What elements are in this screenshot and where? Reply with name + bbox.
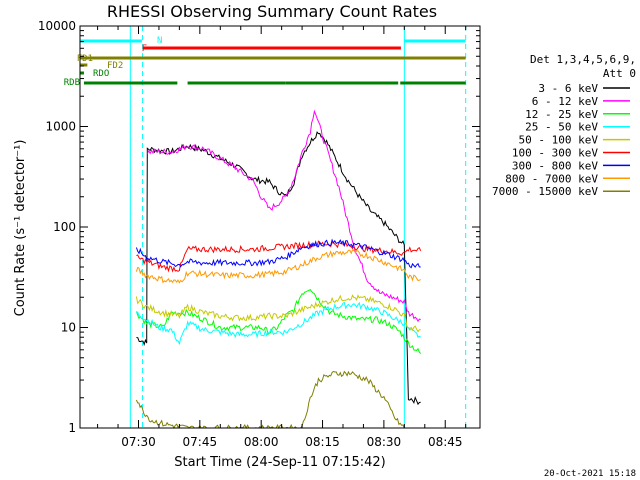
x-tick-label: 08:15 bbox=[305, 435, 340, 449]
legend-label-12-25-kev: 12 - 25 keV bbox=[525, 108, 598, 121]
series-line-12-25-kev bbox=[135, 288, 422, 354]
plot-frame bbox=[79, 25, 481, 429]
legend-label-7000-15000-kev: 7000 - 15000 keV bbox=[492, 185, 598, 198]
generation-timestamp: 20-Oct-2021 15:18 bbox=[544, 469, 636, 479]
series-line-7000-15000-kev bbox=[135, 370, 405, 430]
y-axis-label: Count Rate (s⁻¹ detector⁻¹) bbox=[13, 140, 28, 317]
detector-info-line-1: Det 1,3,4,5,6,9, bbox=[530, 53, 636, 66]
x-tick-label: 07:45 bbox=[183, 435, 218, 449]
flag-label-fd1: FD1 bbox=[77, 54, 93, 64]
legend-label-100-300-kev: 100 - 300 keV bbox=[512, 147, 598, 160]
chart-title: RHESSI Observing Summary Count Rates bbox=[107, 2, 437, 21]
series-line-3-6-kev bbox=[136, 131, 421, 406]
series-line-100-300-kev bbox=[136, 240, 422, 273]
series-line-50-100-kev bbox=[135, 294, 421, 333]
x-tick-label: 07:30 bbox=[121, 435, 156, 449]
legend-label-25-50-kev: 25 - 50 keV bbox=[525, 121, 598, 134]
y-tick-label: 1 bbox=[68, 421, 76, 435]
series-lines bbox=[135, 109, 422, 430]
legend-label-300-800-kev: 300 - 800 keV bbox=[512, 159, 598, 172]
plot-axes: 1 10 100 1000 10000 07:30 07:45 08:00 08:15 08:30… bbox=[38, 19, 481, 449]
y-tick-label: 10 bbox=[61, 321, 76, 335]
detector-info-line-2: Att 0 bbox=[603, 67, 636, 80]
flag-label-f: F bbox=[142, 44, 147, 54]
x-axis-label: Start Time (24-Sep-11 07:15:42) bbox=[174, 455, 385, 470]
flag-label-rdb: RDB bbox=[64, 78, 80, 88]
legend-label-800-7000-kev: 800 - 7000 keV bbox=[505, 172, 598, 185]
series-line-6-12-kev bbox=[146, 109, 421, 323]
flag-label-n: N bbox=[157, 36, 162, 46]
legend-label-6-12-kev: 6 - 12 keV bbox=[532, 95, 599, 108]
flag-label-fd2: FD2 bbox=[107, 61, 123, 71]
legend-label-50-100-kev: 50 - 100 keV bbox=[519, 134, 599, 147]
series-line-300-800-kev bbox=[135, 238, 421, 269]
y-tick-label: 100 bbox=[53, 220, 76, 234]
y-tick-label: 10000 bbox=[38, 19, 76, 33]
x-tick-label: 08:30 bbox=[367, 435, 402, 449]
y-tick-label: 1000 bbox=[45, 120, 76, 134]
x-tick-label: 08:45 bbox=[428, 435, 463, 449]
flag-label-rdo: RDO bbox=[93, 69, 109, 79]
series-line-800-7000-kev bbox=[135, 249, 421, 284]
series-line-25-50-kev bbox=[136, 301, 421, 346]
x-tick-label: 08:00 bbox=[244, 435, 279, 449]
legend-label-3-6-kev: 3 - 6 keV bbox=[538, 82, 598, 95]
